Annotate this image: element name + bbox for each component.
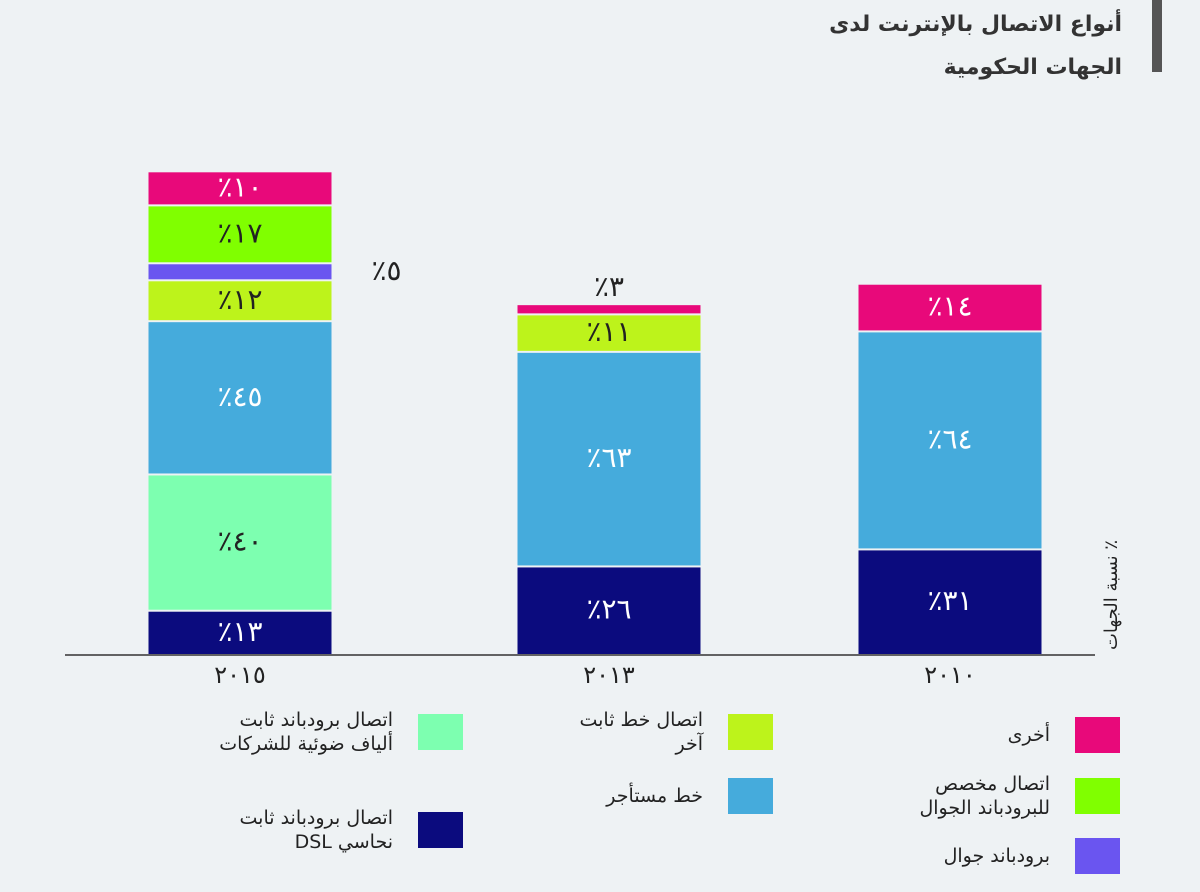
bar-segment [148, 322, 332, 474]
legend-swatch [1075, 838, 1120, 874]
legend-label: أخرى [1007, 724, 1050, 746]
data-label: ٪٣ [594, 270, 624, 303]
data-label: ٪١٠ [217, 170, 262, 203]
data-label: ٪١٤ [927, 290, 972, 323]
x-tick-label: ٢٠١٠ [924, 661, 976, 689]
bar-segment [517, 305, 701, 314]
bar-segment [148, 206, 332, 263]
data-label: ٪٣١ [927, 584, 972, 617]
legend-label: اتصال خط ثابت آخر [579, 709, 703, 755]
legend-swatch [418, 714, 463, 750]
data-label: ٪٥ [372, 254, 402, 287]
bar-segment [858, 332, 1042, 549]
data-label: ٪١٧ [217, 216, 262, 249]
chart-title: أنواع الاتصال بالإنترنت لدى [829, 12, 1122, 37]
legend-swatch [728, 778, 773, 814]
legend-label: خط مستأجر [606, 785, 703, 807]
legend-swatch [1075, 717, 1120, 753]
x-tick-label: ٢٠١٥ [214, 661, 266, 689]
data-label: ٪٢٦ [586, 593, 631, 626]
bar-segment [148, 475, 332, 610]
y-axis-label: نسبة الجهات ٪ [1101, 540, 1122, 650]
data-label: ٪١٣ [217, 615, 262, 648]
legend-label: اتصال برودباند ثابت ألياف ضوئية للشركات [219, 709, 393, 755]
legend-label: اتصال مخصص للبرودباند الجوال [919, 773, 1050, 819]
legend-label: اتصال برودباند ثابت نحاسي DSL [239, 807, 393, 853]
legend-label: برودباند جوال [943, 845, 1050, 867]
bar-segment [148, 264, 332, 280]
data-label: ٪١٢ [217, 283, 262, 316]
bar-segment [148, 611, 332, 654]
bar-segment [858, 284, 1042, 331]
bar-segment [148, 281, 332, 321]
bar-segment [517, 567, 701, 654]
x-tick-label: ٢٠١٣ [583, 661, 635, 689]
bar-segment [517, 315, 701, 351]
bar-segment [148, 172, 332, 205]
legend-swatch [418, 812, 463, 848]
data-label: ٪٦٤ [927, 422, 972, 455]
data-label: ٪٤٥ [217, 380, 262, 413]
bar-segment [858, 550, 1042, 654]
chart-title: الجهات الحكومية [943, 55, 1122, 80]
data-label: ٪٦٣ [586, 441, 631, 474]
legend-swatch [728, 714, 773, 750]
bar-segment [517, 352, 701, 566]
title-accent [1152, 0, 1162, 72]
data-label: ٪٤٠ [217, 525, 262, 558]
legend-swatch [1075, 778, 1120, 814]
data-label: ٪١١ [586, 315, 631, 348]
